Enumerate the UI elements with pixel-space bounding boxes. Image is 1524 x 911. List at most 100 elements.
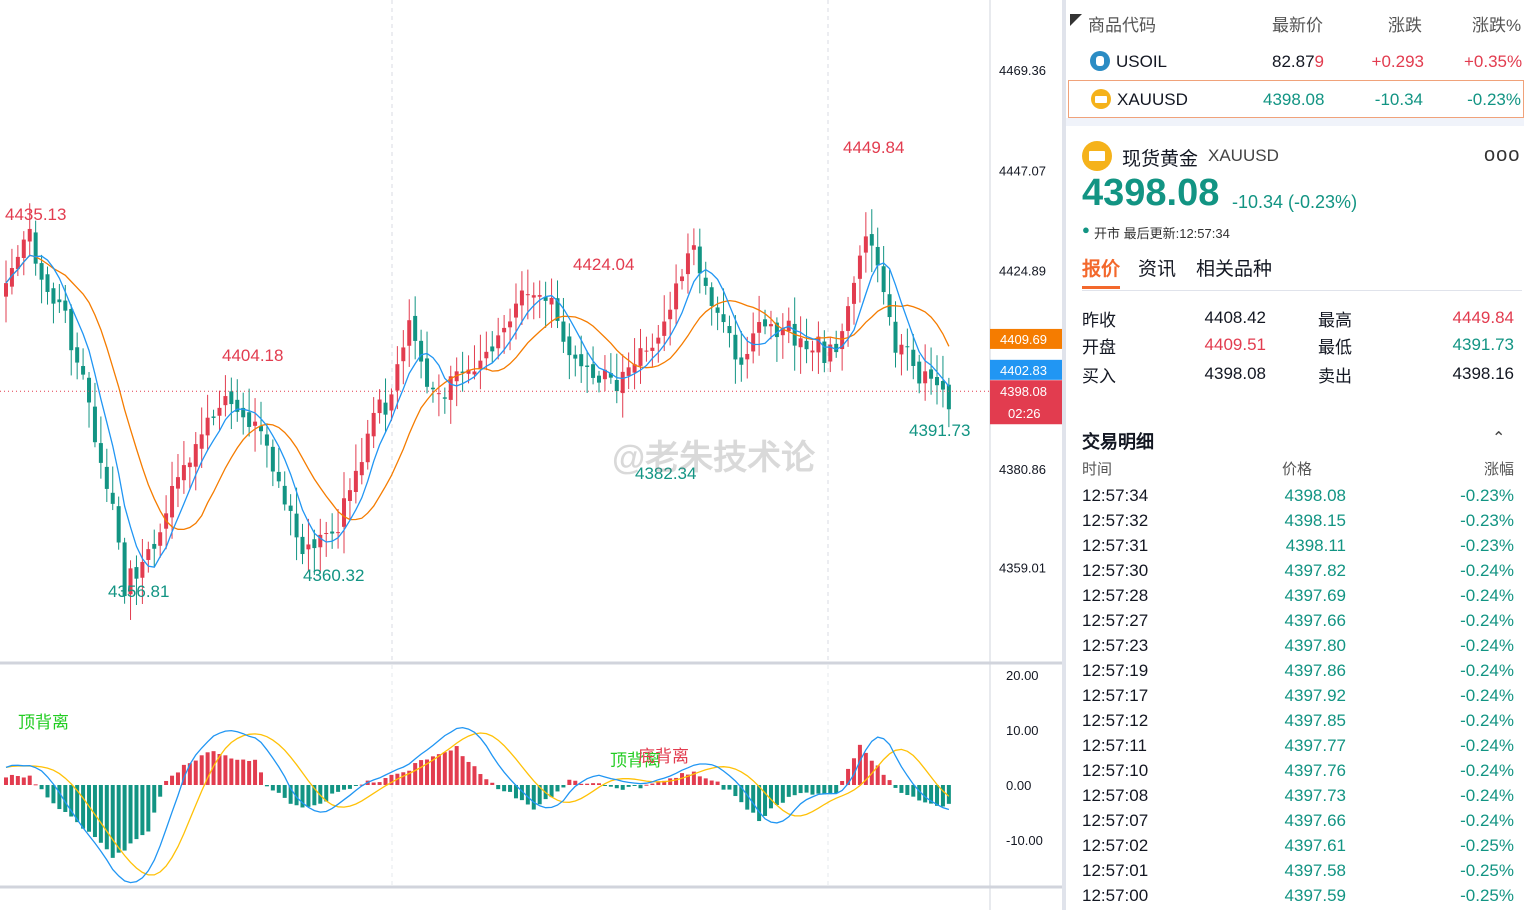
macd-histogram-bar [442, 752, 447, 785]
macd-histogram-bar [4, 777, 8, 785]
macd-histogram-bar [697, 776, 702, 785]
flag-icon[interactable] [1070, 14, 1082, 26]
candle-body [478, 360, 483, 369]
macd-histogram-bar [721, 785, 726, 790]
macd-histogram-bar [27, 775, 32, 785]
macd-histogram-bar [306, 785, 311, 807]
candle-body [395, 364, 400, 391]
macd-histogram-bar [531, 785, 536, 810]
trade-price: 4397.59 [1284, 886, 1346, 905]
macd-histogram-bar [585, 783, 590, 785]
tab-news[interactable]: 资讯 [1138, 259, 1177, 280]
candle-body [911, 349, 916, 366]
trade-row: 12:57:07 4397.66 -0.24% [1066, 811, 1524, 836]
candle-body [312, 539, 317, 549]
candle-body [780, 327, 785, 336]
trades-header-pct: 涨幅 [1484, 461, 1515, 478]
macd-histogram-bar [537, 785, 542, 805]
prev-close-value: 4408.42 [1204, 308, 1266, 327]
candle-body [466, 369, 471, 374]
trade-pct: -0.24% [1460, 661, 1514, 680]
trade-row: 12:57:27 4397.66 -0.24% [1066, 611, 1524, 636]
macd-histogram-bar [496, 785, 501, 790]
candle-body [763, 319, 768, 327]
trade-price: 4397.76 [1284, 761, 1346, 780]
macd-histogram-bar [573, 780, 578, 785]
macd-histogram-bar [745, 785, 750, 810]
panel-splitter[interactable] [1062, 0, 1066, 910]
candle-body [893, 321, 898, 353]
macd-histogram-bar [810, 785, 815, 795]
macd-histogram-bar [63, 785, 68, 812]
candle-body [929, 369, 934, 379]
macd-histogram-bar [51, 785, 56, 804]
macd-histogram-bar [98, 785, 103, 843]
macd-histogram-bar [288, 785, 293, 804]
trade-time: 12:57:17 [1082, 686, 1149, 705]
trade-pct: -0.24% [1460, 761, 1514, 780]
candle-body [632, 364, 637, 373]
watchlist-row-xauusd[interactable]: XAUUSD 4398.08 -10.34 -0.23% [1068, 80, 1524, 118]
symbol-label: USOIL [1116, 52, 1168, 71]
macd-histogram-bar [911, 785, 916, 797]
candle-body [680, 276, 685, 282]
tab-related[interactable]: 相关品种 [1196, 259, 1273, 280]
macd-axis-label: 10.00 [1006, 723, 1039, 738]
candle-body [258, 426, 263, 432]
trade-pct: -0.24% [1460, 636, 1514, 655]
header-change[interactable]: 涨跌 [1388, 16, 1422, 35]
trade-time: 12:57:30 [1082, 561, 1149, 580]
candle-body [721, 314, 726, 323]
candle-body [134, 567, 139, 579]
chart-area[interactable]: 4469.36 4447.07 4424.89 4380.86 4359.01 4409.… [0, 0, 1062, 910]
macd-histogram-bar [419, 760, 424, 785]
macd-histogram-bar [846, 768, 851, 785]
macd-histogram-bar [342, 785, 347, 790]
candle-body [697, 246, 702, 274]
candle-body [359, 462, 364, 476]
candle-body [644, 350, 649, 352]
candlestick-chart[interactable]: 4469.36 4447.07 4424.89 4380.86 4359.01 4409.… [0, 0, 1062, 910]
macd-histogram-bar [662, 780, 667, 785]
more-options-icon[interactable]: ooo [1484, 144, 1521, 166]
candle-body [537, 295, 542, 297]
macd-histogram-bar [75, 785, 80, 823]
trade-pct: -0.24% [1460, 711, 1514, 730]
macd-histogram-bar [478, 774, 483, 785]
ma-fast-tag-bg [990, 359, 1062, 380]
extreme-price-label: 4391.73 [909, 421, 970, 440]
header-symbol[interactable]: 商品代码 [1088, 16, 1156, 35]
macd-histogram-bar [300, 785, 305, 808]
candle-body [508, 321, 513, 328]
candle-body [276, 471, 281, 482]
chevron-up-icon[interactable]: ⌃ [1492, 430, 1506, 447]
last-price-main: 82.87 [1272, 52, 1315, 71]
candle-body [152, 543, 157, 549]
trade-time: 12:57:01 [1082, 861, 1149, 880]
last-price: 4398.08 [1263, 90, 1325, 109]
candle-body [436, 393, 441, 395]
macd-histogram-bar [816, 785, 821, 794]
macd-histogram-bar [276, 785, 281, 793]
macd-histogram-bar [591, 783, 596, 785]
price-pane[interactable] [0, 0, 990, 662]
trade-pct: -0.23% [1460, 536, 1514, 555]
header-last[interactable]: 最新价 [1272, 16, 1323, 35]
macd-histogram-bar [804, 785, 809, 793]
macd-histogram-bar [863, 752, 868, 785]
watchlist-row-usoil[interactable]: USOIL 82.879 +0.293 +0.35% [1066, 42, 1524, 80]
macd-histogram-bar [217, 754, 222, 785]
trade-price: 4397.61 [1284, 836, 1346, 855]
trade-row: 12:57:00 4397.59 -0.25% [1066, 886, 1524, 911]
tab-quote[interactable]: 报价 [1082, 259, 1121, 280]
macd-histogram-bar [15, 776, 20, 785]
bid-value: 4398.08 [1204, 364, 1266, 383]
macd-histogram-bar [460, 756, 465, 785]
macd-histogram-bar [199, 755, 204, 785]
header-change-pct[interactable]: 涨跌% [1472, 16, 1522, 35]
last-price-tag-bg [990, 380, 1062, 425]
macd-histogram-bar [205, 752, 210, 785]
macd-histogram-bar [893, 785, 898, 788]
extreme-price-label: 4404.18 [222, 346, 283, 365]
change-pct-value: -0.23% [1467, 90, 1521, 109]
